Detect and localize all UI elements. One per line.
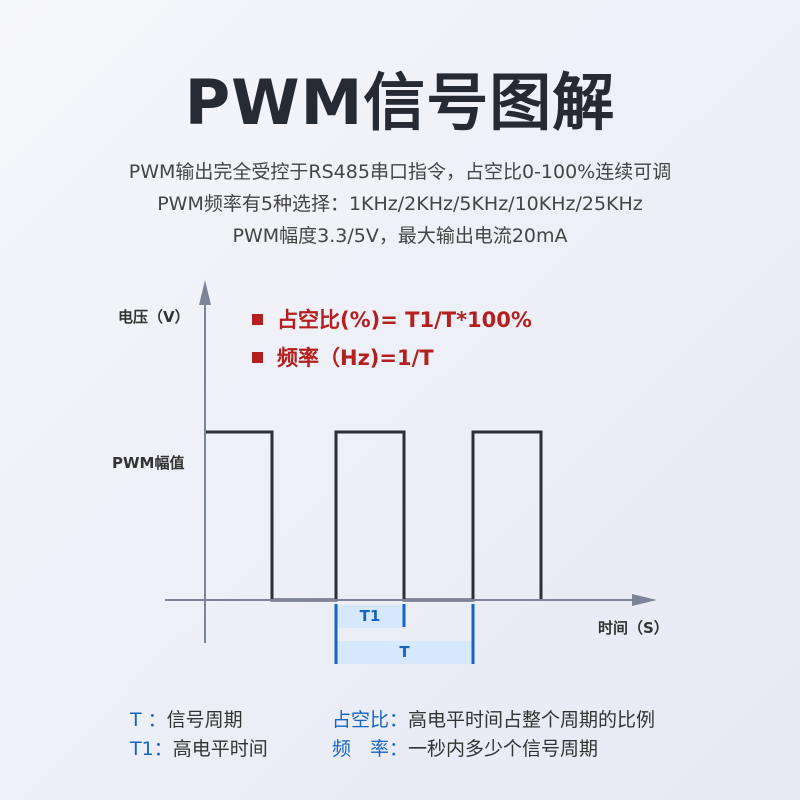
bullet-square-icon (252, 351, 263, 363)
description-line: PWM幅度3.3/5V，最大输出电流20mA (232, 225, 568, 247)
y-axis-label: 电压（V） (118, 308, 190, 326)
period-markers (336, 605, 473, 664)
legend-item: 占空比：高电平时间占整个周期的比例 (332, 705, 655, 732)
bullet-square-icon (252, 313, 263, 325)
pwm-waveform (205, 430, 543, 602)
legend-term: T ： (130, 709, 167, 731)
t1-marker-fill (336, 605, 404, 628)
formula-text: 占空比(%)= T1/T*100% (277, 308, 532, 332)
formula-duty-cycle: 占空比(%)= T1/T*100% (252, 304, 532, 334)
description-line: PWM频率有5种选择：1KHz/2KHz/5KHz/10KHz/25KHz (157, 193, 643, 215)
legend-definition: 一秒内多少个信号周期 (408, 738, 599, 760)
legend-term: 占空比： (332, 709, 409, 731)
description-line: PWM输出完全受控于RS485串口指令，占空比0-100%连续可调 (128, 161, 672, 183)
legend-definition: 高电平时间 (172, 738, 268, 760)
y-axis-arrow-icon (199, 280, 211, 305)
legend-item: T1：高电平时间 (130, 734, 268, 761)
x-axis-label: 时间（S） (598, 619, 669, 637)
legend-definition: 高电平时间占整个周期的比例 (408, 709, 656, 731)
formula-text: 频率（Hz)=1/T (277, 346, 434, 370)
legend-item: 频 率：一秒内多少个信号周期 (332, 734, 598, 761)
x-axis-arrow-icon (632, 594, 657, 606)
t-label: T (399, 643, 410, 661)
formula-frequency: 频率（Hz)=1/T (252, 342, 434, 372)
legend-term: T1： (130, 738, 173, 760)
legend-item: T ：信号周期 (130, 705, 243, 732)
page-title: PWM信号图解 (184, 66, 616, 139)
t-marker-fill (336, 641, 473, 664)
legend-term: 频 率： (332, 738, 409, 760)
amplitude-label: PWM幅值 (112, 454, 185, 472)
legend-definition: 信号周期 (166, 709, 243, 731)
t1-label: T1 (359, 607, 381, 625)
